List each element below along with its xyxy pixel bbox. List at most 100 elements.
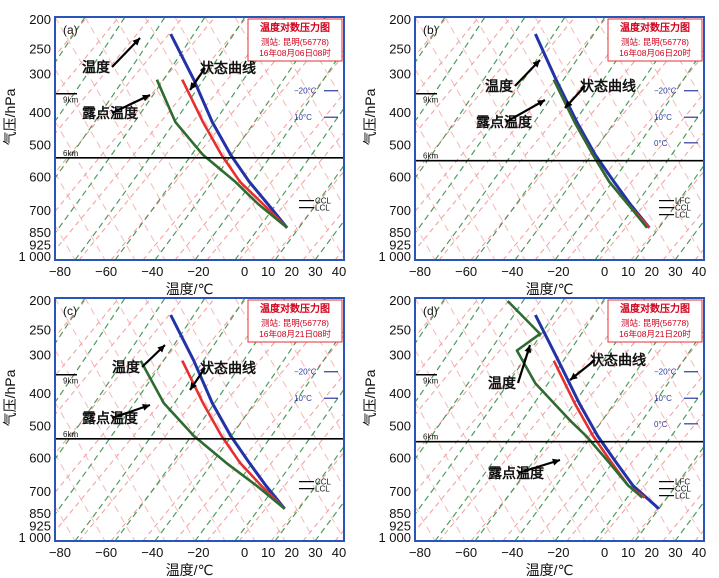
height-label-9km: 9km bbox=[63, 96, 78, 105]
moist-adiabat-line bbox=[715, 298, 719, 541]
isotherm-label: 0°C bbox=[654, 139, 668, 148]
level-label-ccl: CCL bbox=[675, 485, 692, 494]
isotherm-label: −20°C bbox=[654, 87, 677, 96]
isotherm-label: 10°C bbox=[654, 394, 672, 403]
x-tick-label: 30 bbox=[308, 545, 322, 560]
dry-adiabat-line bbox=[55, 17, 196, 260]
x-tick-label: 10 bbox=[621, 545, 635, 560]
dry-adiabat-line bbox=[715, 298, 719, 541]
x-tick-label: 20 bbox=[645, 264, 659, 279]
dry-adiabat-line bbox=[55, 349, 166, 541]
x-tick-label: 10 bbox=[621, 264, 635, 279]
y-tick-label: 500 bbox=[29, 138, 51, 153]
isotherm-label: 0°C bbox=[654, 420, 668, 429]
y-tick-label: 1 000 bbox=[18, 249, 51, 264]
x-tick-label: 20 bbox=[285, 545, 299, 560]
series-line-dewpoint bbox=[155, 79, 288, 229]
plot-frame bbox=[54, 297, 345, 542]
x-tick-label: −80 bbox=[49, 545, 71, 560]
y-tick-label: 925 bbox=[389, 518, 411, 533]
y-axis-title: 气压/hPa bbox=[362, 88, 378, 145]
annotation-label: 状态曲线 bbox=[200, 60, 256, 76]
y-tick-label: 600 bbox=[389, 169, 411, 184]
dry-adiabat-line bbox=[564, 298, 704, 541]
isotherm-line bbox=[55, 17, 248, 252]
isotherm-line bbox=[55, 17, 152, 135]
annotation-label: 状态曲线 bbox=[580, 78, 636, 94]
isotherm-label: 10°C bbox=[294, 113, 312, 122]
dry-adiabat-line bbox=[415, 172, 466, 260]
dry-adiabat-line bbox=[415, 401, 496, 541]
level-label-lcl: LCL bbox=[675, 211, 690, 220]
y-tick-label: 600 bbox=[29, 450, 51, 465]
arrow-head bbox=[552, 458, 560, 466]
y-tick-label: 925 bbox=[29, 237, 51, 252]
dry-adiabat-line bbox=[174, 298, 316, 541]
legend-station: 测站: 昆明(56778) bbox=[261, 37, 329, 47]
height-label-9km: 9km bbox=[423, 96, 438, 105]
level-label-ccl: CCL bbox=[675, 204, 692, 213]
isotherm-line bbox=[598, 131, 704, 260]
dry-adiabat-line bbox=[415, 120, 496, 260]
panel-label: (a) bbox=[63, 23, 78, 37]
x-tick-label: 0 bbox=[601, 264, 608, 279]
annotation-arrow bbox=[517, 458, 561, 475]
arrow-head bbox=[532, 60, 540, 68]
series-line-dewpoint bbox=[139, 360, 286, 510]
arrow-head bbox=[190, 382, 197, 390]
isotherm-line bbox=[55, 298, 248, 533]
annotation-label: 温度 bbox=[488, 375, 517, 391]
x-tick-label: −40 bbox=[501, 264, 523, 279]
height-label-6km: 6km bbox=[423, 152, 438, 161]
y-tick-label: 1 000 bbox=[378, 249, 411, 264]
arrow-head bbox=[524, 345, 532, 353]
y-tick-label: 300 bbox=[389, 348, 411, 363]
y-tick-label: 250 bbox=[29, 323, 51, 338]
y-tick-label: 925 bbox=[29, 518, 51, 533]
dry-adiabat-line bbox=[84, 17, 226, 260]
moist-adiabat-line bbox=[715, 17, 719, 260]
arrow-head bbox=[190, 82, 197, 90]
isotherm-label: 10°C bbox=[294, 394, 312, 403]
y-tick-label: 1 000 bbox=[18, 530, 51, 545]
y-axis-title: 气压/hPa bbox=[2, 88, 18, 145]
x-tick-label: 20 bbox=[285, 264, 299, 279]
series-line-temperature bbox=[534, 314, 660, 510]
x-tick-label: −20 bbox=[187, 264, 209, 279]
legend-title: 温度对数压力图 bbox=[620, 302, 690, 315]
dry-adiabat-line bbox=[204, 298, 344, 541]
dry-adiabat-line bbox=[55, 453, 106, 541]
y-tick-label: 500 bbox=[389, 419, 411, 434]
legend-box bbox=[247, 18, 343, 62]
x-tick-label: 40 bbox=[692, 545, 706, 560]
dry-adiabat-line bbox=[415, 349, 526, 541]
x-tick-label: 40 bbox=[332, 264, 346, 279]
x-tick-label: −60 bbox=[455, 264, 477, 279]
isotherm-line bbox=[438, 298, 640, 541]
x-axis-title: 温度/℃ bbox=[526, 281, 574, 297]
arrow-head bbox=[570, 372, 578, 380]
series-line-state-curve bbox=[181, 360, 286, 510]
height-label-9km: 9km bbox=[423, 377, 438, 386]
isotherm-line bbox=[415, 298, 608, 533]
legend-title: 温度对数压力图 bbox=[620, 21, 690, 34]
y-tick-label: 400 bbox=[29, 386, 51, 401]
x-axis-title: 温度/℃ bbox=[526, 562, 574, 578]
height-label-6km: 6km bbox=[63, 430, 78, 439]
legend-title: 温度对数压力图 bbox=[260, 21, 330, 34]
legend-time: 16年08月06日08时 bbox=[259, 48, 331, 58]
legend-time: 16年08月21日20时 bbox=[619, 329, 691, 339]
moist-adiabat-line bbox=[415, 17, 526, 180]
dry-adiabat-line bbox=[55, 120, 136, 260]
y-axis-title: 气压/hPa bbox=[2, 369, 18, 426]
panel-label: (d) bbox=[423, 304, 438, 318]
annotation-arrow bbox=[505, 99, 546, 123]
arrow-head bbox=[157, 345, 165, 353]
isotherm-line bbox=[238, 131, 344, 260]
y-tick-label: 250 bbox=[389, 42, 411, 57]
y-tick-label: 600 bbox=[29, 169, 51, 184]
x-tick-label: 30 bbox=[308, 264, 322, 279]
series-line-state-curve bbox=[181, 79, 289, 229]
